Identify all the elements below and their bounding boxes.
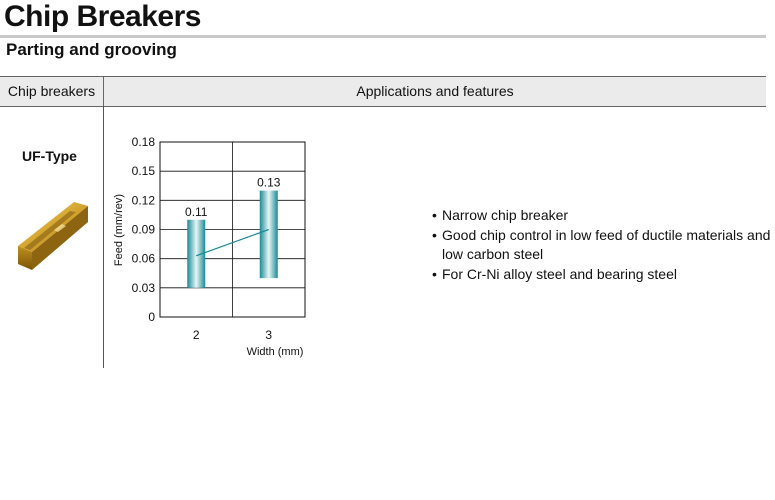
column-divider	[103, 106, 104, 368]
feature-text: For Cr-Ni alloy steel and bearing steel	[442, 265, 677, 282]
insert-image	[14, 196, 90, 277]
y-tick-label: 0.06	[132, 252, 156, 266]
column-header-chip-breakers: Chip breakers	[0, 77, 104, 106]
feed-width-chart: Feed (mm/rev) Width (mm) 0 0.03 0.06 0.09 0.…	[105, 120, 325, 370]
feature-item: • Narrow chip breaker	[432, 206, 772, 226]
y-tick-label: 0	[148, 310, 155, 324]
bullet-icon: •	[432, 265, 437, 282]
features-list: • Narrow chip breaker • Good chip contro…	[432, 206, 772, 284]
table-header: Chip breakers Applications and features	[0, 76, 766, 107]
range-bar	[259, 190, 278, 279]
x-tick-label: 3	[265, 328, 272, 342]
feature-item: • For Cr-Ni alloy steel and bearing stee…	[432, 265, 772, 285]
y-tick-label: 0.09	[132, 223, 156, 237]
column-header-applications: Applications and features	[356, 83, 514, 99]
feature-item: • Good chip control in low feed of ducti…	[432, 226, 772, 265]
range-bar	[187, 219, 206, 288]
bar-value-label: 0.11	[185, 205, 208, 219]
x-tick-label: 2	[193, 328, 200, 342]
page-title: Chip Breakers	[4, 0, 201, 33]
x-axis-label: Width (mm)	[247, 346, 304, 358]
page-subtitle: Parting and grooving	[6, 40, 177, 59]
y-tick-label: 0.18	[132, 135, 156, 149]
title-rule	[0, 35, 766, 38]
feature-text: Good chip control in low feed of ductile…	[442, 226, 771, 263]
bullet-icon: •	[432, 226, 437, 243]
chip-breaker-type-label: UF-Type	[22, 148, 77, 164]
y-tick-label: 0.12	[132, 193, 156, 207]
y-tick-label: 0.03	[132, 281, 156, 295]
y-tick-label: 0.15	[132, 164, 156, 178]
y-axis-label: Feed (mm/rev)	[113, 194, 125, 266]
feature-text: Narrow chip breaker	[442, 207, 569, 223]
bar-value-label: 0.13	[257, 176, 281, 190]
bullet-icon: •	[432, 207, 437, 223]
trend-line	[196, 228, 269, 257]
